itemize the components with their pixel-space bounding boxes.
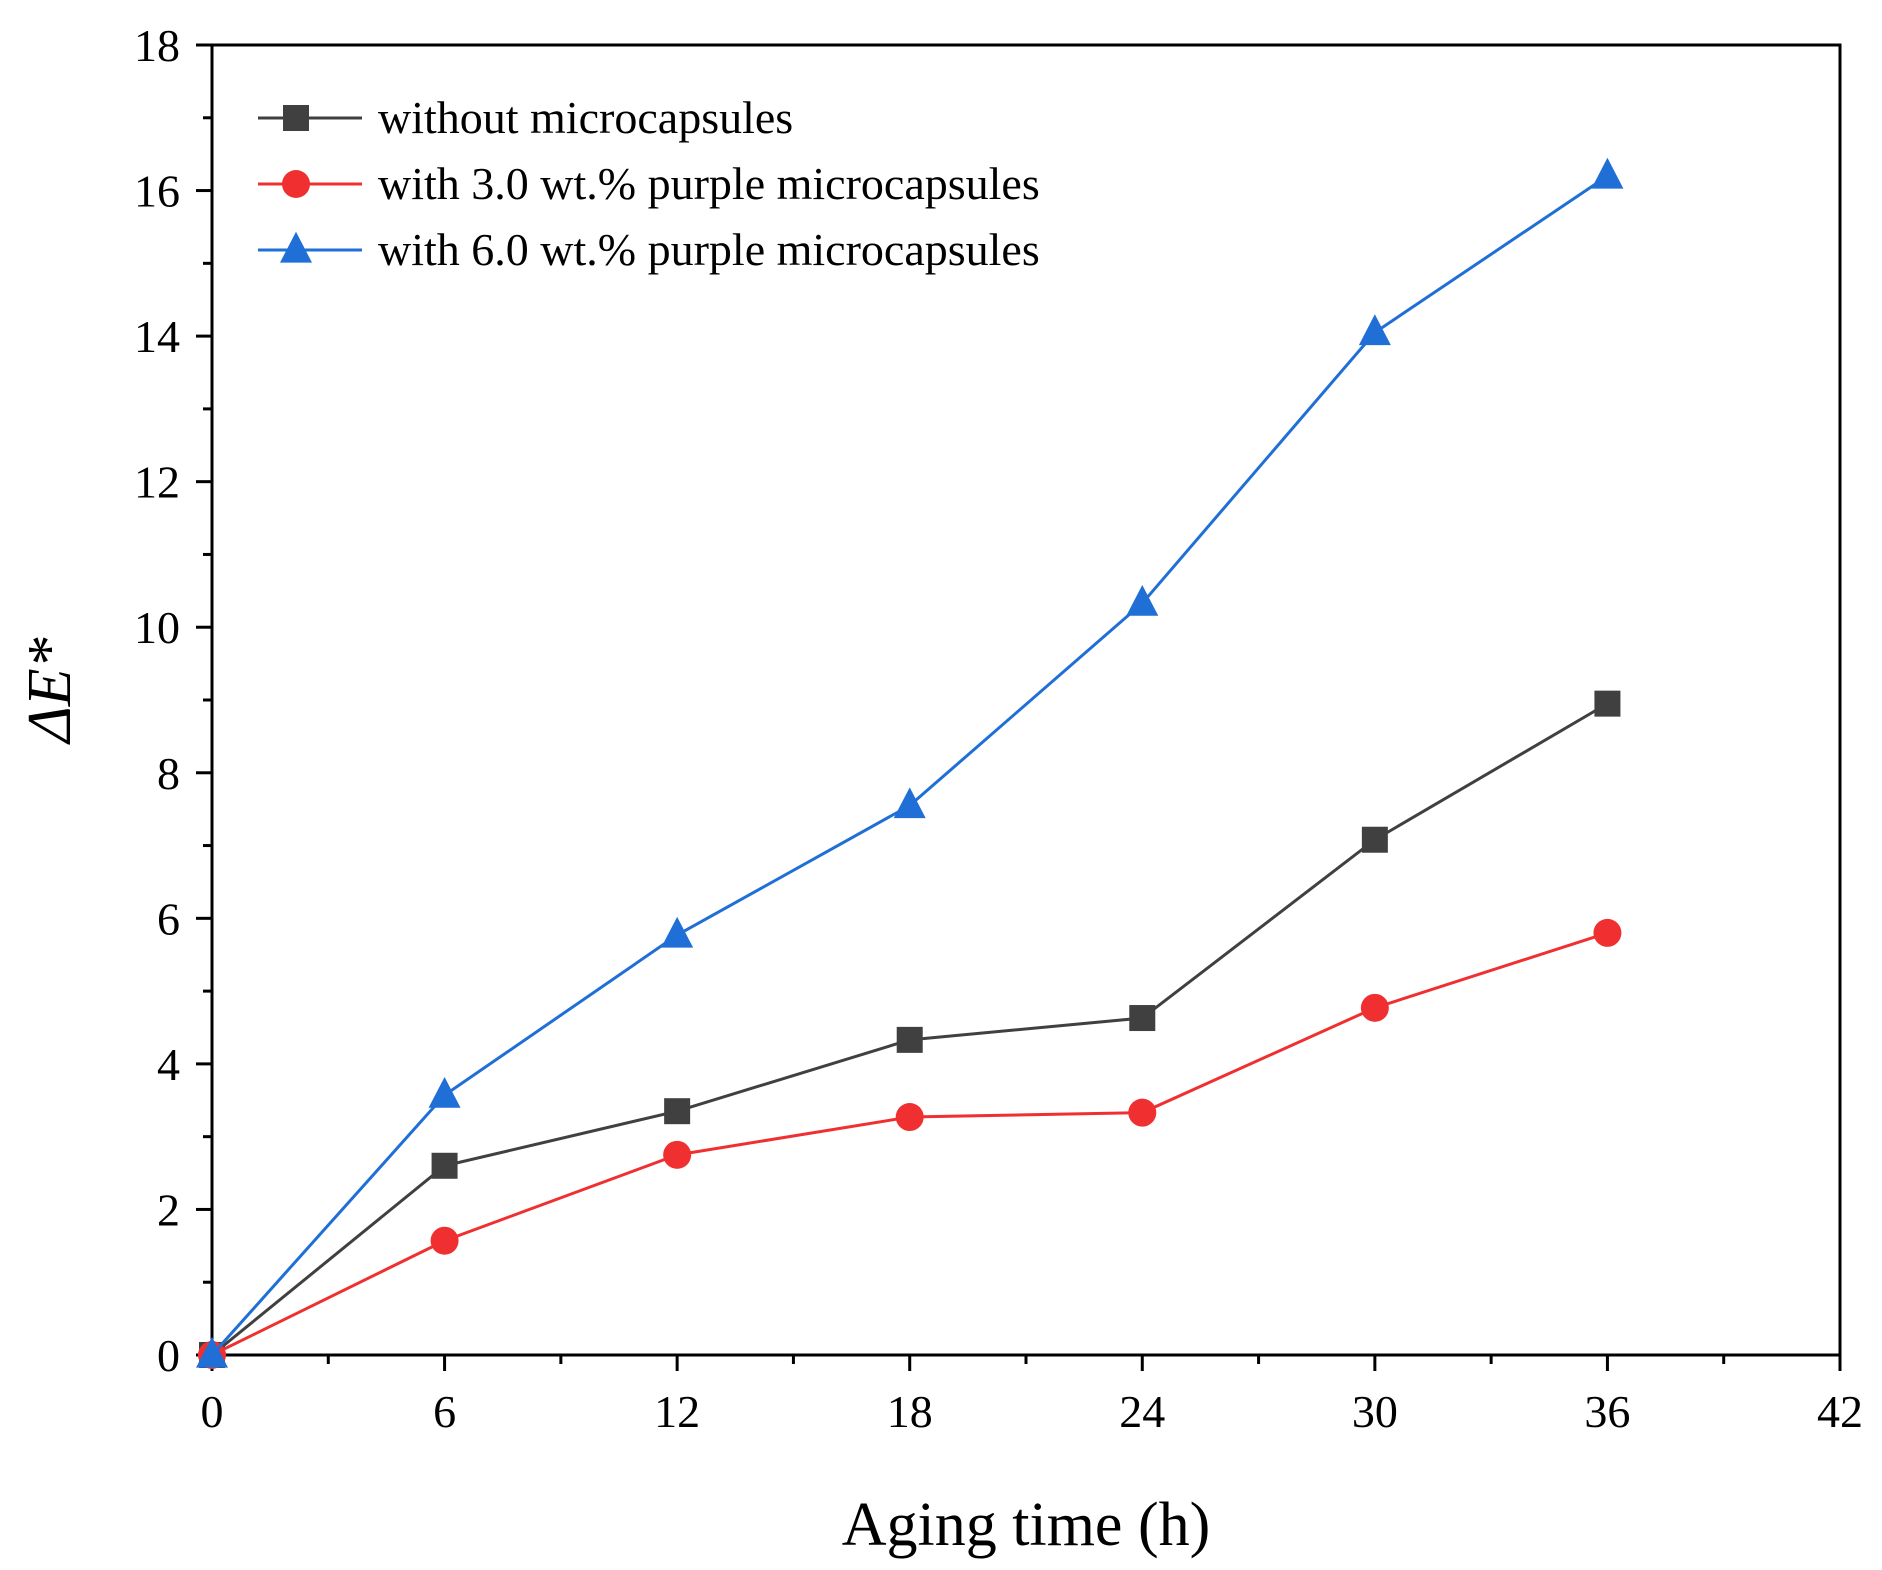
y-tick-label: 14 — [134, 311, 180, 362]
x-axis-title: Aging time (h) — [842, 1491, 1211, 1559]
data-point-circle — [895, 1103, 924, 1132]
data-point-triangle — [1358, 314, 1391, 346]
y-tick-label: 8 — [157, 748, 180, 799]
series-2 — [198, 918, 1622, 1369]
data-point-triangle — [893, 787, 926, 819]
x-tick-label: 42 — [1817, 1386, 1863, 1437]
data-point-square — [896, 1026, 923, 1053]
x-tick-label: 6 — [433, 1386, 456, 1437]
x-axis-ticks: 0 6 12 18 24 30 36 42 — [201, 1355, 1863, 1437]
y-axis-ticks: 0 2 4 6 8 10 12 14 16 18 — [134, 20, 212, 1381]
data-point-triangle — [661, 916, 694, 948]
legend: without microcapsules with 3.0 wt.% purpl… — [258, 92, 1040, 275]
x-tick-label: 24 — [1119, 1386, 1165, 1437]
series-layer — [196, 157, 1624, 1369]
y-tick-label: 10 — [134, 602, 180, 653]
y-tick-label: 12 — [134, 457, 180, 508]
data-point-circle — [282, 170, 310, 198]
data-point-square — [283, 105, 309, 131]
series-line — [210, 174, 1609, 1357]
data-point-circle — [1360, 993, 1389, 1022]
x-tick-label: 30 — [1352, 1386, 1398, 1437]
legend-label: without microcapsules — [378, 92, 793, 143]
data-point-triangle — [196, 1336, 228, 1368]
data-point-circle — [430, 1226, 459, 1255]
x-tick-label: 0 — [201, 1386, 224, 1437]
data-point-square — [431, 1152, 458, 1179]
y-tick-label: 18 — [134, 20, 180, 71]
y-tick-label: 2 — [157, 1184, 180, 1235]
data-point-square — [1594, 690, 1621, 717]
legend-item: with 3.0 wt.% purple microcapsules — [258, 158, 1040, 209]
x-tick-label: 36 — [1584, 1386, 1630, 1437]
data-point-triangle — [1591, 157, 1624, 189]
data-point-circle — [1593, 918, 1622, 947]
x-tick-label: 12 — [654, 1386, 700, 1437]
y-tick-label: 6 — [157, 893, 180, 944]
data-point-square — [664, 1098, 691, 1125]
legend-label: with 6.0 wt.% purple microcapsules — [378, 224, 1040, 275]
data-point-triangle — [280, 231, 312, 263]
data-point-square — [1129, 1005, 1156, 1032]
y-tick-label: 16 — [134, 166, 180, 217]
x-tick-label: 18 — [887, 1386, 933, 1437]
legend-item: with 6.0 wt.% purple microcapsules — [258, 224, 1040, 275]
data-point-circle — [663, 1140, 692, 1169]
series-3 — [196, 157, 1624, 1368]
series-line — [211, 931, 1608, 1357]
data-point-square — [1361, 826, 1388, 853]
y-tick-label: 4 — [157, 1039, 180, 1090]
data-point-triangle — [1126, 585, 1159, 616]
y-axis-title: ΔE* — [16, 637, 84, 745]
y-tick-label: 0 — [157, 1330, 180, 1381]
data-point-circle — [1128, 1098, 1157, 1127]
legend-label: with 3.0 wt.% purple microcapsules — [378, 158, 1040, 209]
legend-item: without microcapsules — [258, 92, 793, 143]
data-point-triangle — [428, 1076, 461, 1108]
